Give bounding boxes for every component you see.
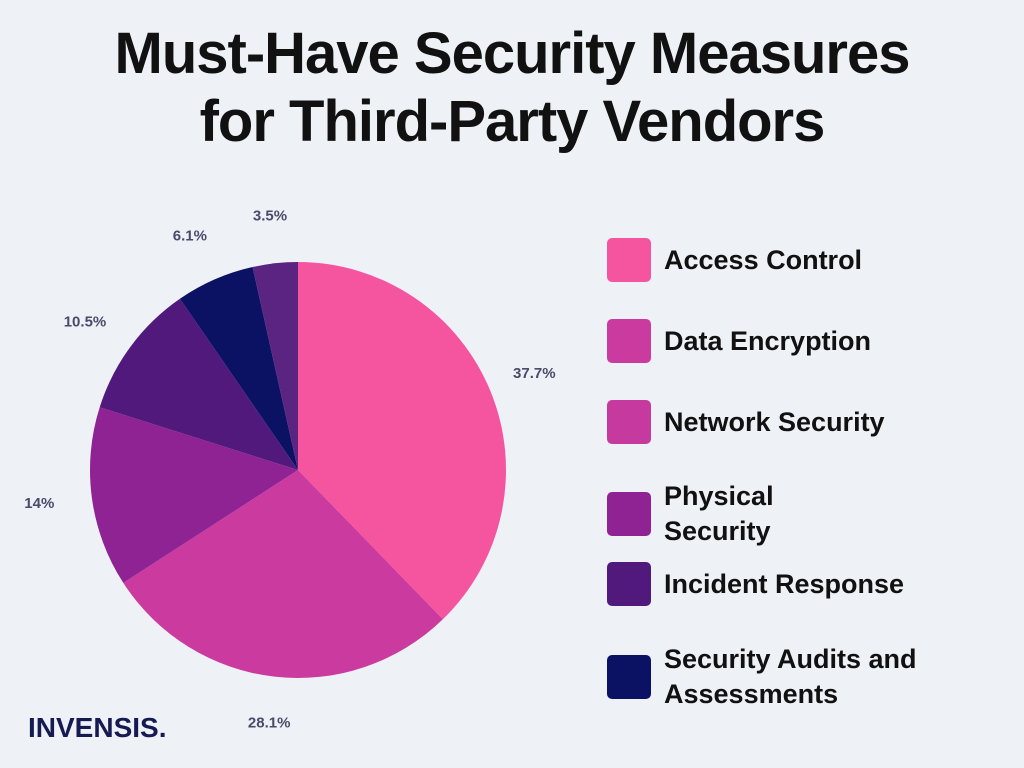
legend-item: Access Control [607,238,944,282]
legend-label: Security Audits and Assessments [664,642,944,712]
legend-swatch [607,238,651,282]
pie-slice-physical-security [90,407,299,583]
pie-slice-access-control [298,262,506,620]
legend-label-line: Access Control [664,244,863,275]
legend-label-line: Incident Response [664,568,905,599]
legend-label-line: Security [664,516,771,546]
legend-label-line: Network Security [664,406,885,437]
legend-item: Security Audits and Assessments [607,642,944,712]
pie-slice-incident-response [99,298,298,470]
pie-data-label: 3.5% [253,207,287,224]
legend-label: Access Control [664,243,944,278]
pie-slice-unlabeled [252,262,298,470]
legend-swatch [607,319,651,363]
legend-label-line: Data Encryption [664,325,872,356]
legend-label: Physical Security [664,479,944,549]
legend-label: Network Security [664,405,944,440]
legend-item: Physical Security [607,479,944,549]
invensis-logo: INVENSIS. [28,712,167,743]
chart-title: Must-Have Security Measures for Third-Pa… [0,20,1024,156]
pie-data-label: 10.5% [64,313,107,330]
legend-swatch [607,562,651,606]
pie-data-label: 28.1% [248,714,291,731]
legend-item: Data Encryption [607,319,944,363]
pie-data-label: 37.7% [513,365,556,382]
legend-swatch [607,655,651,699]
pie-slice-data-encryption [123,470,443,678]
legend-label-line: Security Audits and [664,644,917,674]
legend-item: Network Security [607,400,944,444]
legend-item: Incident Response [607,562,944,606]
chart-title-line-1: Must-Have Security Measures [114,21,911,86]
legend-swatch [607,492,651,536]
legend-label-line: Physical [664,481,774,511]
pie-data-label: 14% [24,495,54,512]
pie-slice-security-audits-and-assessments [179,267,298,470]
pie-chart: 37.7% 28.1% 14% 10.5% 6.1% 3.5% [24,207,556,731]
legend-label: Data Encryption [664,324,944,359]
legend-swatch [607,400,651,444]
legend-label: Incident Response [664,567,944,602]
legend-label-line: Assessments [664,679,839,709]
pie-data-label: 6.1% [173,227,207,244]
chart-title-line-2: for Third-Party Vendors [199,89,826,154]
